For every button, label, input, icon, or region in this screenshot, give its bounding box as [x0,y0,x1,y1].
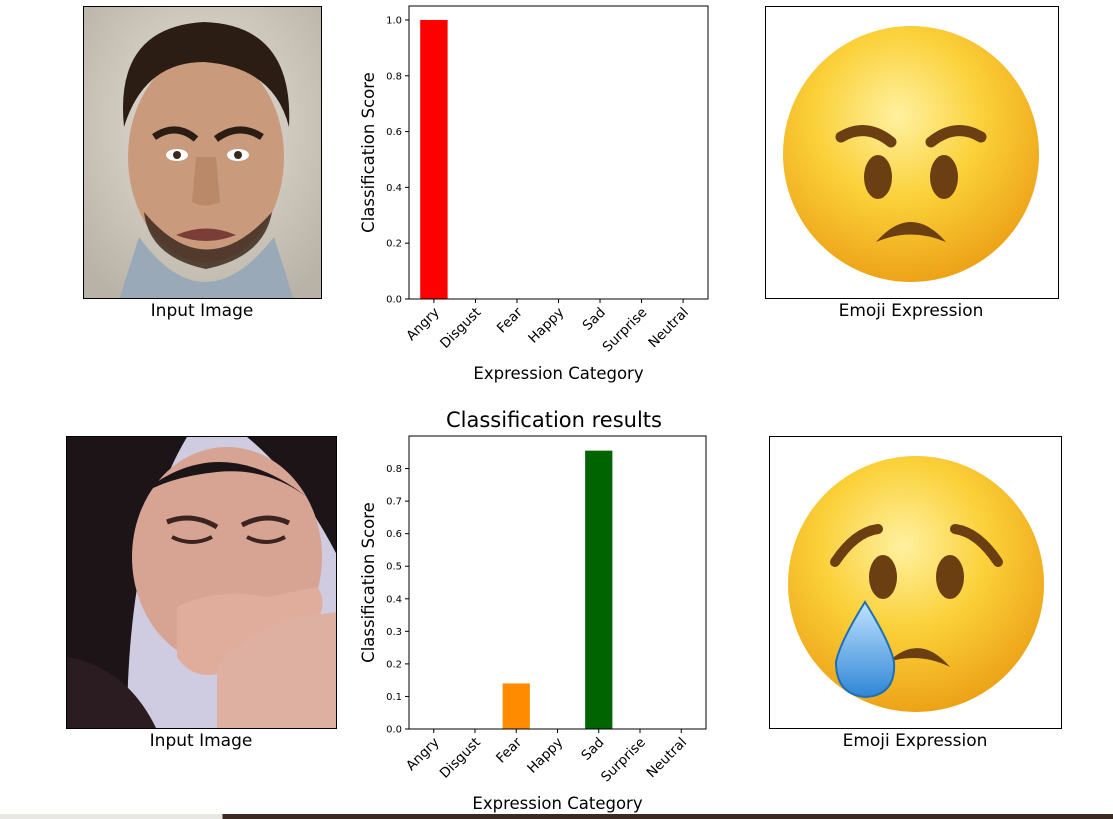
bar-fear [502,683,530,729]
x-tick-label: Happy [525,305,567,347]
y-tick-label: 0.8 [386,71,402,82]
y-tick-label: 0.6 [386,127,402,138]
emoji-caption: Emoji Expression [838,301,984,321]
y-tick-label: 0.4 [386,594,402,605]
window-bottom-edge [0,814,1113,819]
y-tick-label: 0.6 [386,529,402,540]
emoji-caption: Emoji Expression [842,731,988,751]
y-tick-label: 0.0 [386,295,402,306]
x-tick-label: Surprise [598,735,649,786]
x-tick-label: Neutral [645,305,692,352]
plot-area [408,5,709,300]
x-tick-label: Sad [578,735,607,764]
x-tick-label: Disgust [437,735,484,782]
figure-suptitle: Classification results [446,408,662,432]
bar-sad [585,450,613,729]
input-image-angry [83,6,322,299]
y-tick-label: 0.3 [386,627,402,638]
emoji-frame-angry [765,6,1059,299]
x-tick-label: Fear [493,734,525,766]
input-image-caption: Input Image [150,301,254,321]
y-tick-label: 0.1 [386,692,402,703]
input-image-caption: Input Image [149,731,253,751]
emoji-frame-crying [769,436,1062,729]
x-axis-label: Expression Category [472,794,642,813]
y-tick-label: 1.0 [386,15,402,26]
y-tick-label: 0.4 [386,183,402,194]
y-tick-label: 0.5 [386,562,402,573]
x-axis-label: Expression Category [473,364,643,383]
angry-face-emoji [783,26,1039,282]
input-image-crying [66,436,337,729]
x-tick-label: Disgust [437,305,484,352]
x-tick-label: Angry [403,305,443,345]
x-tick-label: Surprise [600,305,651,356]
y-tick-label: 0.0 [386,725,402,736]
y-axis-label: Classification Score [359,502,378,663]
crying-woman-photo [67,437,336,728]
x-tick-label: Neutral [644,735,691,782]
y-tick-label: 0.2 [386,239,402,250]
x-tick-label: Angry [403,735,443,775]
x-tick-label: Fear [494,304,526,336]
crying-face-emoji [788,456,1044,712]
y-tick-label: 0.2 [386,659,402,670]
y-tick-label: 0.8 [386,464,402,475]
x-tick-label: Sad [580,305,609,334]
y-tick-label: 0.7 [386,497,402,508]
plot-area [408,435,707,730]
angry-man-photo [84,7,321,298]
y-axis-label: Classification Score [359,72,378,233]
bar-angry [420,19,448,299]
x-tick-label: Happy [524,735,566,777]
